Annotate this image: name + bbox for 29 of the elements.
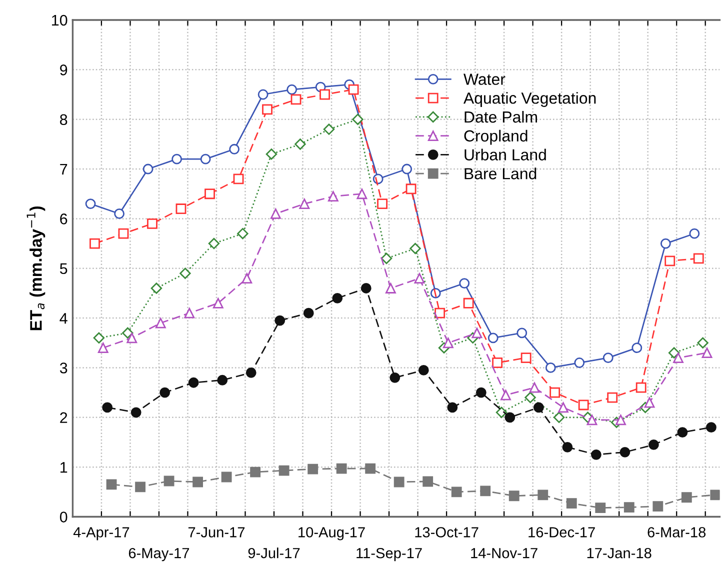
x-tick-label: 17-Jan-18 bbox=[587, 548, 652, 558]
x-tick-label: 6-Mar-18 bbox=[648, 527, 706, 538]
x-tick-label: 14-Nov-17 bbox=[471, 548, 538, 558]
legend-label: Water bbox=[464, 74, 506, 85]
y-tick-label: 1 bbox=[60, 462, 68, 473]
x-tick-label: 10-Aug-17 bbox=[298, 527, 365, 540]
y-tick-label: 6 bbox=[60, 214, 68, 224]
x-tick-label: 9-Jul-17 bbox=[248, 548, 300, 558]
legend-label: Bare Land bbox=[464, 168, 536, 180]
x-tick-label: 4-Apr-17 bbox=[73, 527, 130, 540]
x-tick-label: 13-Oct-17 bbox=[415, 527, 478, 538]
y-tick-label: 2 bbox=[60, 412, 68, 423]
y-tick-label: 0 bbox=[60, 512, 68, 522]
legend-label: Cropland bbox=[464, 130, 528, 145]
y-axis-title: ET$_{a}$ (mm.day$^{−1}$) bbox=[26, 206, 46, 330]
y-tick-label: 3 bbox=[60, 362, 68, 374]
x-tick-label: 11-Sep-17 bbox=[356, 548, 422, 562]
y-tick-label: 5 bbox=[60, 263, 68, 274]
legend-label: Aquatic Vegetation bbox=[463, 92, 596, 107]
legend-label: Date Palm bbox=[464, 110, 537, 123]
y-tick-label: 10 bbox=[52, 14, 68, 26]
x-tick-label: 16-Dec-17 bbox=[528, 527, 595, 538]
y-tick-label: 4 bbox=[60, 313, 68, 324]
y-tick-label: 7 bbox=[60, 164, 68, 175]
x-tick-label: 6-May-17 bbox=[128, 548, 190, 562]
x-tick-label: 7-Jun-17 bbox=[188, 527, 245, 538]
y-tick-label: 8 bbox=[60, 114, 68, 126]
legend-label: Urban Land bbox=[464, 148, 546, 160]
y-tick-label: 9 bbox=[60, 64, 68, 76]
